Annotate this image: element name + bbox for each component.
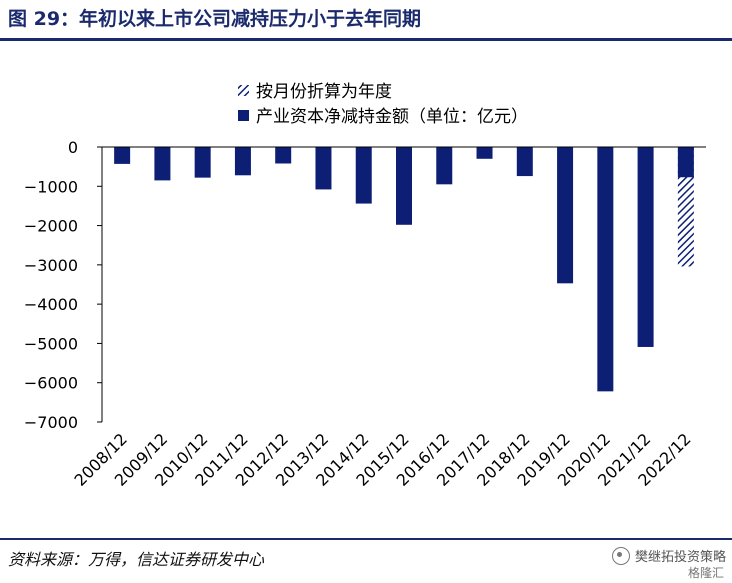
bar-net-reduction [436,147,453,185]
y-tick-label: 0 [68,138,78,157]
bar-chart: 按月份折算为年度 产业资本净减持金额（单位：亿元） 0 −1000 −2000 −30… [24,82,706,490]
bar-net-reduction [516,147,533,177]
footer-rule [0,538,732,540]
bar-net-reduction [677,147,694,178]
legend-swatch-annualized [238,85,249,96]
title-rule [0,38,732,41]
bar-net-reduction [597,147,614,392]
y-tick-label: −2000 [24,217,78,236]
y-tick-label: −6000 [24,374,78,393]
watermark: 樊继拓投资策略 [611,546,726,565]
bar-net-reduction [637,147,654,347]
legend-label-net-reduction: 产业资本净减持金额（单位：亿元） [256,107,528,127]
figure-title: 图 29：年初以来上市公司减持压力小于去年同期 [8,8,422,30]
bar-net-reduction [154,147,171,181]
wechat-icon [611,546,630,565]
bar-net-reduction [355,147,372,204]
y-tick-label: −5000 [24,334,78,353]
bar-net-reduction [275,147,292,164]
bar-net-reduction [234,147,251,176]
bars [114,147,694,392]
y-tick-label: −1000 [24,177,78,196]
legend: 按月份折算为年度 产业资本净减持金额（单位：亿元） [238,82,528,127]
bar-net-reduction [476,147,493,159]
watermark-text: 樊继拓投资策略 [634,550,726,565]
bar-net-reduction [315,147,332,190]
bar-net-reduction [396,147,412,225]
watermark-logo: 格隆汇 [687,566,724,580]
bar-net-reduction [557,147,574,284]
y-axis: 0 −1000 −2000 −3000 −4000 −5000 −6000 −7000 [24,138,103,432]
bar-net-reduction [194,147,211,178]
source-note: 资料来源：万得，信达证券研发中心 [8,550,265,569]
y-tick-label: −7000 [24,413,78,432]
legend-swatch-net-reduction [238,110,249,121]
y-tick-label: −3000 [24,256,78,275]
legend-label-annualized: 按月份折算为年度 [256,82,392,102]
bar-net-reduction [114,147,131,164]
y-tick-label: −4000 [24,295,78,314]
